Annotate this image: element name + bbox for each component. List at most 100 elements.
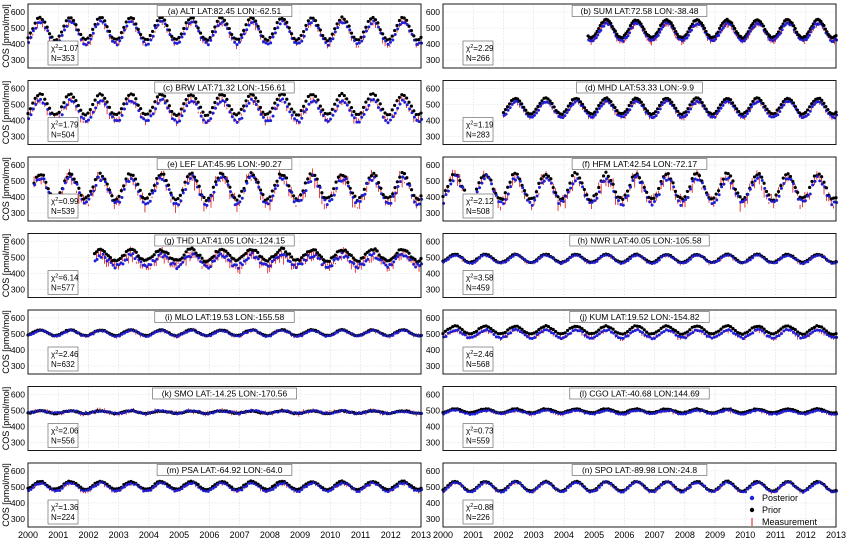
posterior-point (808, 258, 812, 262)
posterior-point (370, 253, 374, 257)
prior-point (702, 104, 706, 108)
prior-point (174, 37, 179, 41)
posterior-point (173, 262, 177, 266)
n-label: N=283 (466, 131, 490, 140)
posterior-point (686, 259, 690, 263)
posterior-point (408, 107, 412, 111)
prior-point (191, 94, 195, 98)
prior-point (818, 96, 822, 100)
prior-point (195, 179, 199, 183)
posterior-point (329, 39, 333, 43)
posterior-point (446, 257, 450, 261)
posterior-point (266, 202, 270, 206)
posterior-point (285, 105, 289, 109)
prior-point (335, 98, 339, 102)
posterior-point (685, 113, 689, 117)
prior-point (239, 33, 243, 37)
posterior-point (475, 258, 479, 262)
posterior-point (295, 41, 299, 45)
prior-point (98, 171, 102, 175)
posterior-point (214, 30, 218, 34)
posterior-point (309, 21, 313, 25)
posterior-point (549, 181, 553, 185)
prior-point (349, 105, 354, 110)
prior-point (136, 103, 140, 107)
posterior-point (449, 182, 453, 186)
chi2-label: χ2=2.29 (466, 44, 494, 53)
posterior-point (91, 332, 95, 336)
prior-point (414, 196, 418, 200)
posterior-point (376, 25, 380, 29)
posterior-point (713, 115, 717, 119)
prior-point (306, 94, 310, 99)
prior-point (278, 248, 282, 252)
posterior-point (161, 97, 165, 101)
prior-point (474, 329, 479, 334)
series-marks (92, 246, 424, 275)
posterior-point (362, 263, 366, 267)
prior-point (145, 196, 149, 200)
posterior-point (748, 187, 752, 191)
posterior-point (815, 174, 819, 178)
posterior-point (103, 102, 107, 106)
posterior-point (346, 255, 350, 259)
prior-point (39, 173, 43, 177)
posterior-point (398, 180, 402, 184)
prior-point (237, 111, 241, 115)
posterior-point (679, 203, 683, 207)
prior-point (206, 113, 210, 117)
prior-point (402, 16, 406, 20)
prior-point (641, 103, 645, 107)
posterior-point (391, 333, 395, 337)
prior-point (127, 93, 131, 98)
posterior-point (178, 40, 182, 44)
prior-point (203, 113, 207, 118)
posterior-point (506, 258, 510, 262)
posterior-point (336, 104, 340, 108)
prior-point (409, 104, 414, 108)
y-tick-label: 400 (426, 269, 440, 279)
prior-point (482, 174, 486, 178)
posterior-point (748, 258, 752, 262)
posterior-point (628, 31, 632, 35)
prior-point (284, 250, 288, 254)
prior-point (822, 180, 826, 184)
n-label: N=508 (466, 207, 490, 216)
prior-point (376, 98, 380, 102)
prior-point (341, 174, 345, 178)
prior-point (653, 110, 658, 114)
posterior-point (282, 252, 286, 256)
prior-point (446, 184, 450, 189)
posterior-point (332, 258, 336, 262)
prior-point (357, 259, 361, 263)
posterior-point (309, 100, 313, 104)
prior-point (518, 99, 522, 103)
title-box (154, 234, 295, 247)
posterior-point (197, 256, 201, 260)
prior-point (319, 255, 324, 259)
posterior-point (175, 267, 179, 271)
prior-point (98, 16, 102, 20)
posterior-point (656, 110, 660, 114)
posterior-point (125, 258, 129, 262)
title-box (156, 158, 293, 170)
prior-point (639, 100, 643, 104)
posterior-point (36, 99, 40, 103)
posterior-point (384, 119, 388, 123)
prior-point (366, 19, 370, 24)
prior-point (412, 34, 416, 38)
posterior-point (177, 265, 181, 269)
prior-point (597, 185, 601, 190)
prior-point (824, 105, 828, 109)
posterior-point (122, 187, 126, 191)
posterior-point (158, 176, 162, 180)
posterior-point (396, 27, 400, 31)
posterior-point (605, 177, 609, 181)
posterior-point (528, 200, 532, 204)
posterior-point (261, 115, 265, 119)
posterior-point (451, 179, 455, 183)
prior-point (93, 178, 97, 182)
posterior-point (386, 121, 390, 125)
prior-point (194, 251, 198, 255)
posterior-point (257, 27, 261, 31)
